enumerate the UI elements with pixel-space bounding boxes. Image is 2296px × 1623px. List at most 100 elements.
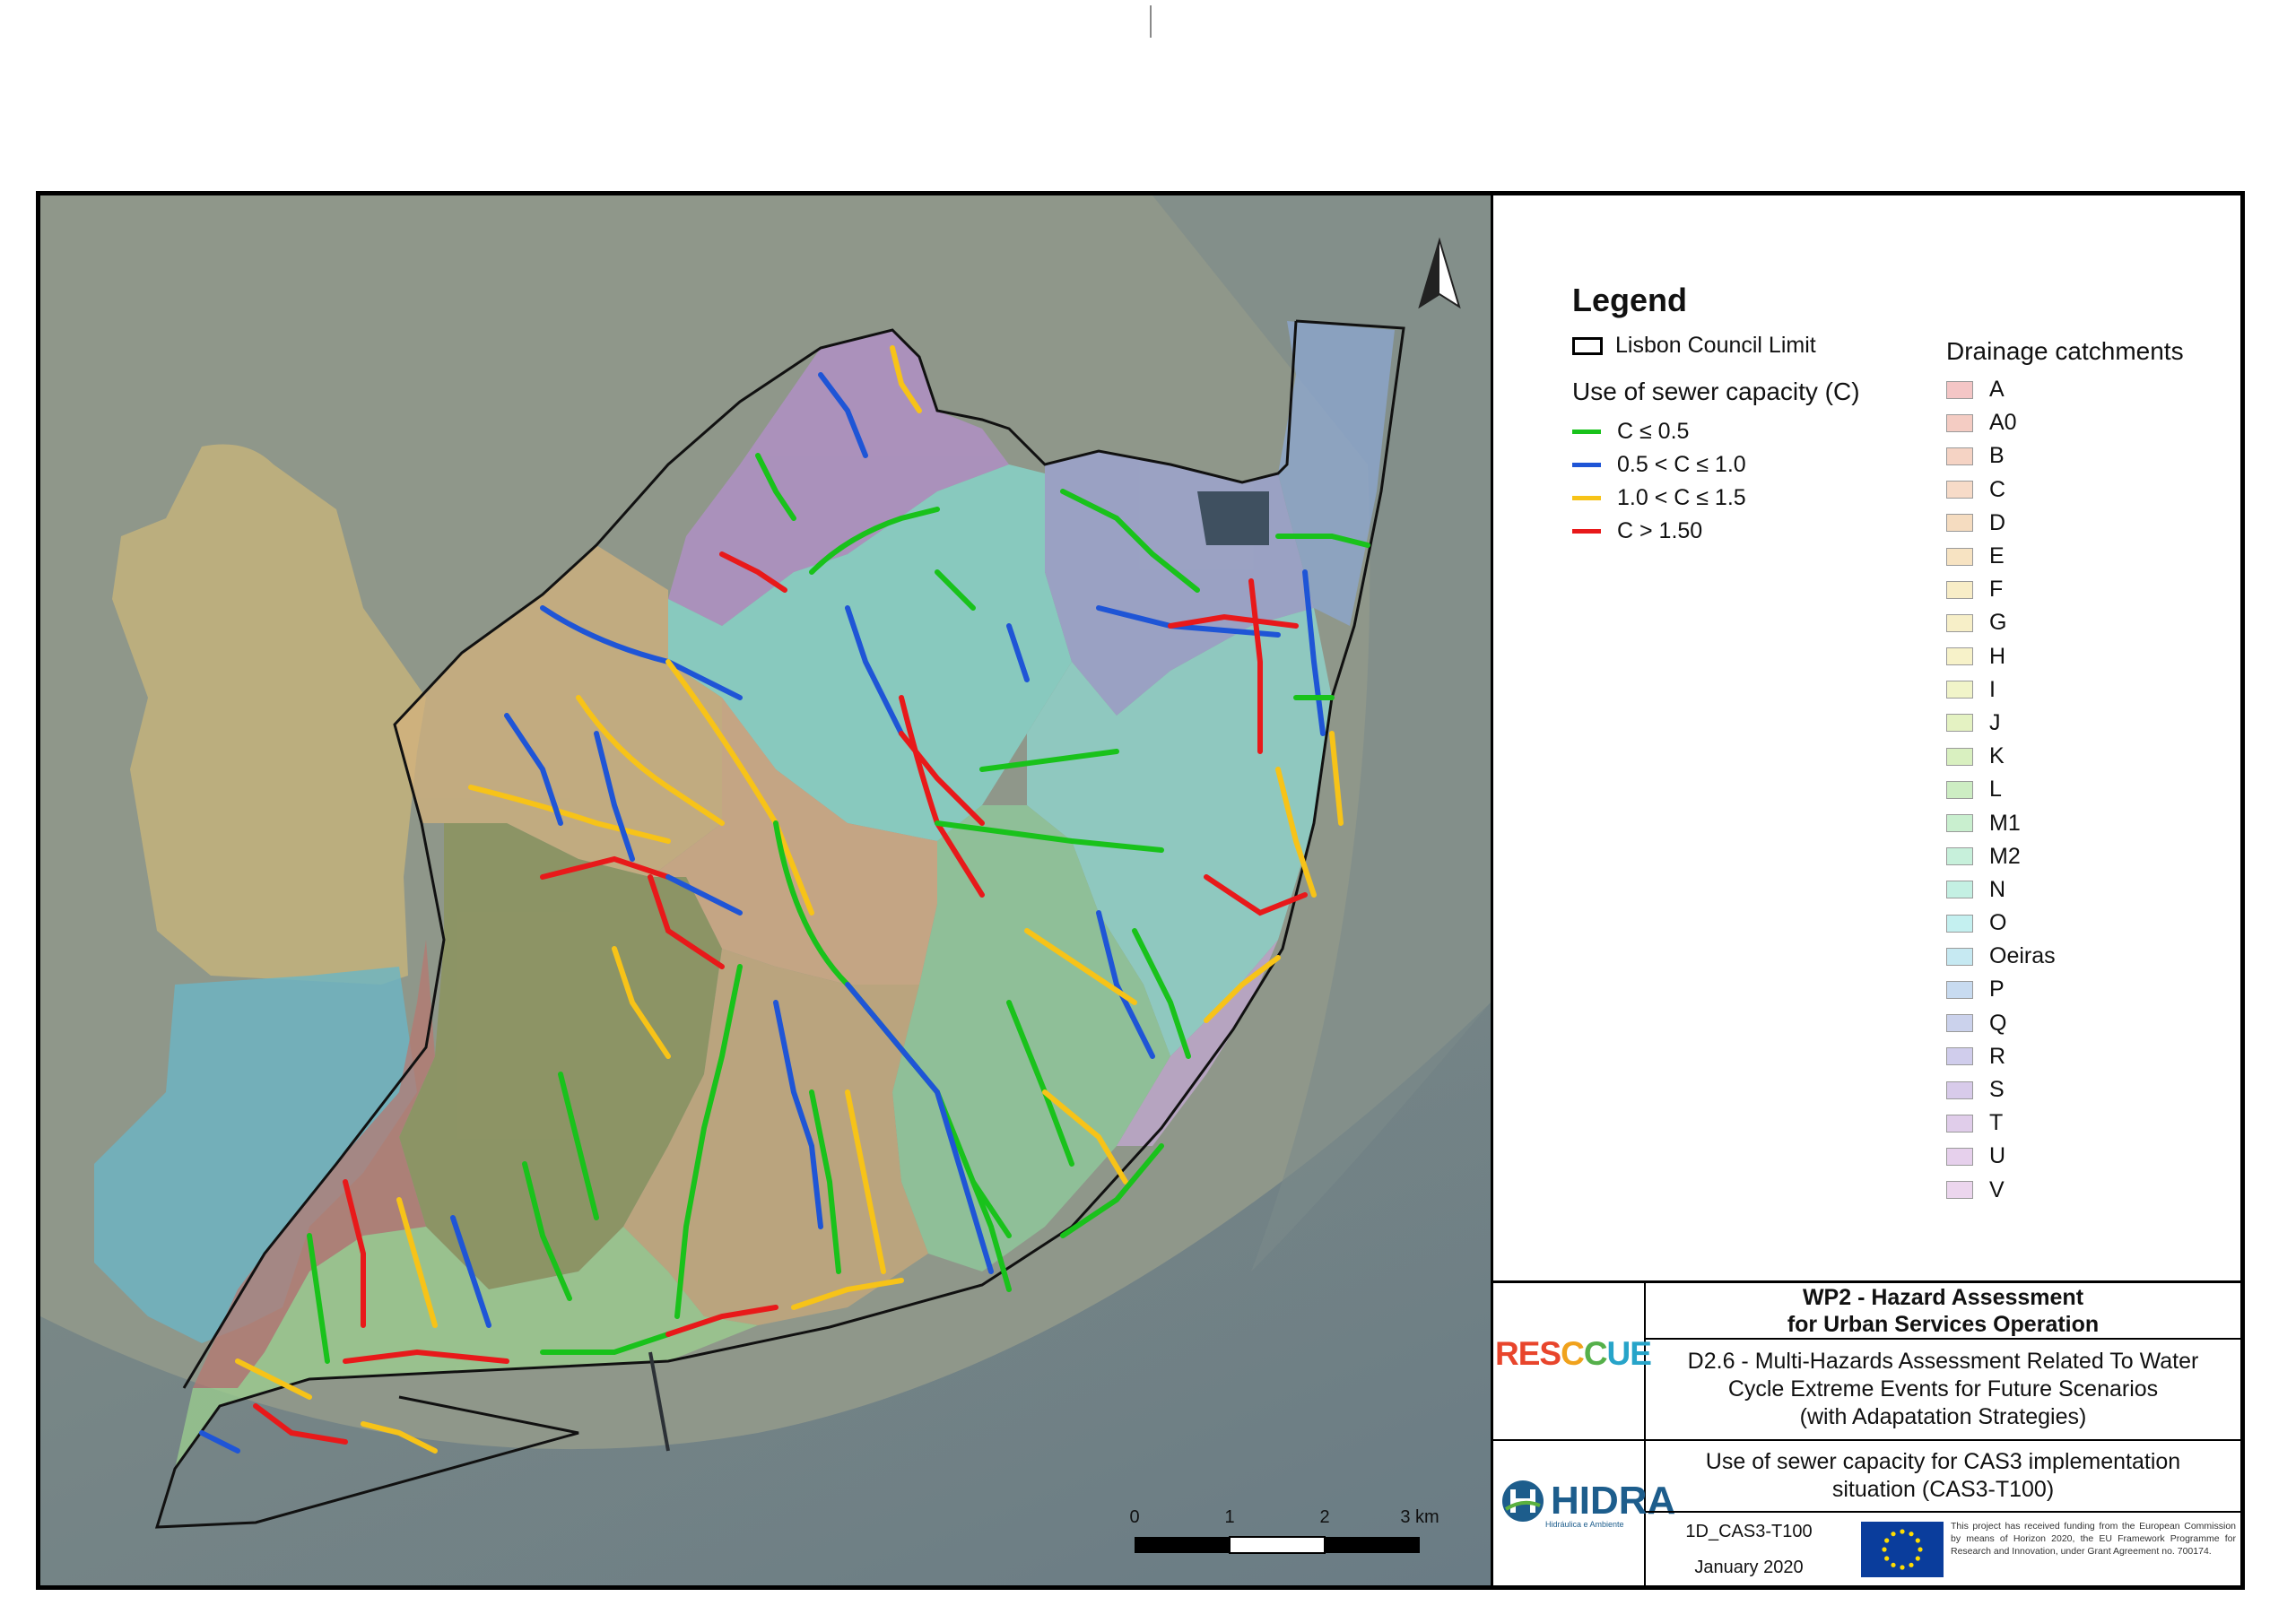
funding-notice: This project has received funding from t…	[1861, 1520, 2236, 1581]
rescue-logo-cell: RESCCUE	[1493, 1283, 1652, 1439]
catchment-item: C	[1946, 473, 2056, 507]
catchment-label: P	[1989, 976, 2005, 1002]
catchment-item: Q	[1946, 1007, 2056, 1040]
catchment-label: N	[1989, 876, 2006, 902]
catchment-swatch	[1946, 647, 1973, 666]
catchment-swatch	[1946, 1181, 1973, 1200]
catchment-swatch	[1946, 780, 1973, 799]
hidra-logo-cell: HIDRA Hidráulica e Ambiente	[1493, 1439, 1675, 1585]
catchment-oeiras	[94, 967, 417, 1343]
capacity-label: C ≤ 0.5	[1617, 419, 1690, 444]
map-title: Use of sewer capacity for CAS3 implement…	[1646, 1439, 2240, 1513]
catchment-item: D	[1946, 507, 2056, 540]
catchment-swatch	[1946, 380, 1973, 399]
map-frame: 0 1 2 3 km Legend Lisbon Council Limit U…	[36, 191, 2245, 1590]
wp-line-1: WP2 - Hazard Assessment	[1802, 1284, 2084, 1310]
catchment-label: R	[1989, 1043, 2006, 1069]
catchment-swatch	[1946, 1114, 1973, 1133]
bridge	[648, 1351, 670, 1452]
eu-star-icon	[1891, 1562, 1896, 1567]
catchment-swatch	[1946, 1081, 1973, 1099]
catchment-item: T	[1946, 1107, 2056, 1140]
reservoir	[1197, 491, 1269, 545]
map-title-line-1: Use of sewer capacity for CAS3 implement…	[1705, 1449, 2181, 1474]
legend-panel: Legend Lisbon Council Limit Use of sewer…	[1493, 195, 2240, 1585]
map-area[interactable]: 0 1 2 3 km	[40, 195, 1493, 1585]
catchment-swatch	[1946, 747, 1973, 766]
eu-star-icon	[1915, 1556, 1920, 1561]
capacity-line-swatch	[1572, 496, 1601, 500]
capacity-item: 1.0 < C ≤ 1.5	[1572, 482, 1746, 515]
capacity-list: C ≤ 0.5 0.5 < C ≤ 1.0 1.0 < C ≤ 1.5 C > 1.5…	[1572, 415, 1746, 548]
deliverable-line-2: Cycle Extreme Events for Future Scenario…	[1727, 1376, 2159, 1402]
title-block: RESCCUE HIDRA Hidráulica e Ambiente WP2 …	[1493, 1280, 2240, 1585]
catchment-label: K	[1989, 743, 2005, 769]
hidra-logo-subtitle: Hidráulica e Ambiente	[1545, 1520, 1624, 1529]
catchment-swatch	[1946, 1047, 1973, 1066]
catchment-swatch	[1946, 814, 1973, 833]
scale-bar: 0 1 2 3 km	[1129, 1507, 1439, 1554]
map-date: January 2020	[1694, 1557, 1804, 1577]
catchments-list: A A0 B C D E F G H I J K L M1 M2 N O Oeiras P Q R S T U V	[1946, 373, 2056, 1207]
catchment-item: Oeiras	[1946, 940, 2056, 973]
catchment-oeiras-north	[112, 444, 426, 985]
catchment-item: P	[1946, 973, 2056, 1006]
deliverable-line-1: D2.6 - Multi-Hazards Assessment Related …	[1687, 1349, 2199, 1374]
capacity-label: 1.0 < C ≤ 1.5	[1617, 485, 1746, 510]
catchment-label: Q	[1989, 1010, 2007, 1036]
hidra-logo-text: HIDRA	[1551, 1479, 1676, 1523]
catchment-item: H	[1946, 640, 2056, 673]
catchment-label: T	[1989, 1110, 2004, 1136]
catchment-label: V	[1989, 1176, 2005, 1202]
map-code-date: 1D_CAS3-T100 January 2020	[1646, 1513, 1852, 1585]
deliverable-line-3: (with Adapatation Strategies)	[1799, 1404, 2087, 1429]
catchment-label: M1	[1989, 810, 2021, 836]
catchment-swatch	[1946, 447, 1973, 465]
catchment-label: A0	[1989, 410, 2017, 436]
catchment-item: A	[1946, 373, 2056, 406]
catchment-item: L	[1946, 773, 2056, 806]
deliverable-title: D2.6 - Multi-Hazards Assessment Related …	[1646, 1340, 2240, 1439]
catchment-item: R	[1946, 1040, 2056, 1073]
catchment-item: E	[1946, 540, 2056, 573]
catchment-item: N	[1946, 873, 2056, 907]
catchment-swatch	[1946, 613, 1973, 632]
catchment-item: O	[1946, 907, 2056, 940]
catchment-label: D	[1989, 509, 2006, 535]
funding-text: This project has received funding from t…	[1951, 1521, 2236, 1557]
catchment-item: B	[1946, 439, 2056, 473]
catchment-item: A0	[1946, 406, 2056, 439]
catchment-label: I	[1989, 676, 1996, 702]
capacity-item: C > 1.50	[1572, 515, 1746, 548]
catchment-item: F	[1946, 573, 2056, 606]
catchment-item: I	[1946, 673, 2056, 707]
catchment-label: G	[1989, 610, 2007, 636]
council-limit-swatch	[1572, 336, 1603, 355]
scale-tick-0: 0	[1129, 1507, 1139, 1527]
catchment-swatch	[1946, 914, 1973, 933]
catchment-swatch	[1946, 413, 1973, 432]
eu-star-icon	[1900, 1565, 1905, 1570]
capacity-line-swatch	[1572, 529, 1601, 534]
eu-flag-icon	[1861, 1522, 1944, 1577]
eu-stars-icon	[1882, 1529, 1923, 1570]
catchment-swatch	[1946, 580, 1973, 599]
council-limit-legend: Lisbon Council Limit	[1572, 333, 1816, 359]
catchment-swatch	[1946, 847, 1973, 866]
map-code: 1D_CAS3-T100	[1685, 1521, 1813, 1541]
catchment-label: J	[1989, 709, 2001, 735]
map-canvas[interactable]: 0 1 2 3 km	[40, 195, 1491, 1585]
capacity-label: C > 1.50	[1617, 518, 1703, 543]
rescue-logo: RESCCUE	[1495, 1335, 1652, 1372]
catchment-label: L	[1989, 777, 2002, 803]
hidra-logo-icon	[1502, 1480, 1544, 1522]
catchment-label: M2	[1989, 843, 2021, 869]
catchment-swatch	[1946, 714, 1973, 733]
catchment-swatch	[1946, 681, 1973, 699]
sewer-network	[199, 345, 1370, 1454]
catchment-item: M1	[1946, 806, 2056, 839]
catchment-swatch	[1946, 1147, 1973, 1166]
catchment-label: A	[1989, 377, 2005, 403]
catchment-swatch	[1946, 481, 1973, 499]
catchment-item: M2	[1946, 840, 2056, 873]
